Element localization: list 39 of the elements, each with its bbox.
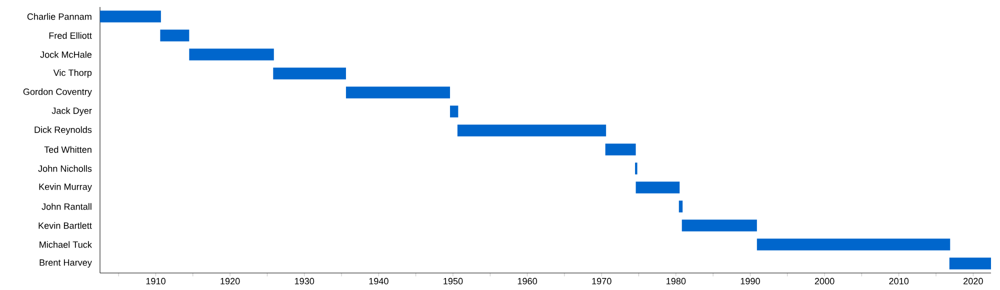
- y-tick-label: Kevin Bartlett: [38, 222, 92, 229]
- y-tick-label: Jock McHale: [40, 51, 92, 58]
- y-tick-label: John Nicholls: [38, 165, 92, 172]
- x-tick-label: 1910: [146, 278, 166, 284]
- x-tick-label: 1980: [666, 278, 686, 284]
- x-tick-label: 1960: [518, 278, 538, 284]
- y-tick-label: John Rantall: [42, 203, 92, 210]
- bar: [636, 182, 680, 194]
- bar: [450, 106, 458, 118]
- bar: [273, 68, 346, 80]
- x-tick-label: 1930: [294, 278, 314, 284]
- x-tick-label: 2010: [889, 278, 909, 284]
- y-tick-label: Fred Elliott: [49, 32, 92, 39]
- x-tick-label: 2000: [814, 278, 834, 284]
- x-tick-label: 1990: [740, 278, 760, 284]
- y-tick-label: Vic Thorp: [53, 69, 92, 78]
- bar: [756, 238, 950, 250]
- y-tick-label: Charlie Pannam: [27, 13, 92, 20]
- x-tick-label: 1940: [369, 278, 388, 284]
- bar: [100, 10, 161, 22]
- y-tick-label: Jack Dyer: [52, 107, 92, 116]
- x-tick-label: 1970: [592, 278, 612, 284]
- y-tick-label: Michael Tuck: [40, 241, 92, 248]
- y-tick-label: Brent Harvey: [40, 259, 92, 268]
- bar: [189, 48, 274, 60]
- bar: [678, 200, 683, 212]
- x-tick-label: 1950: [444, 278, 463, 284]
- y-tick-label: Ted Whitten: [44, 146, 92, 153]
- y-tick-label: Dick Reynolds: [34, 126, 92, 135]
- x-tick-label: 2020: [964, 278, 983, 284]
- y-tick-label: Kevin Murray: [39, 183, 92, 192]
- x-tick-label: 1920: [220, 278, 240, 284]
- bar: [457, 124, 606, 136]
- bar: [160, 30, 190, 42]
- y-tick-label: Gordon Coventry: [23, 88, 92, 97]
- bar: [682, 220, 757, 232]
- bar: [346, 86, 450, 98]
- bar: [949, 258, 992, 270]
- bar: [605, 144, 636, 156]
